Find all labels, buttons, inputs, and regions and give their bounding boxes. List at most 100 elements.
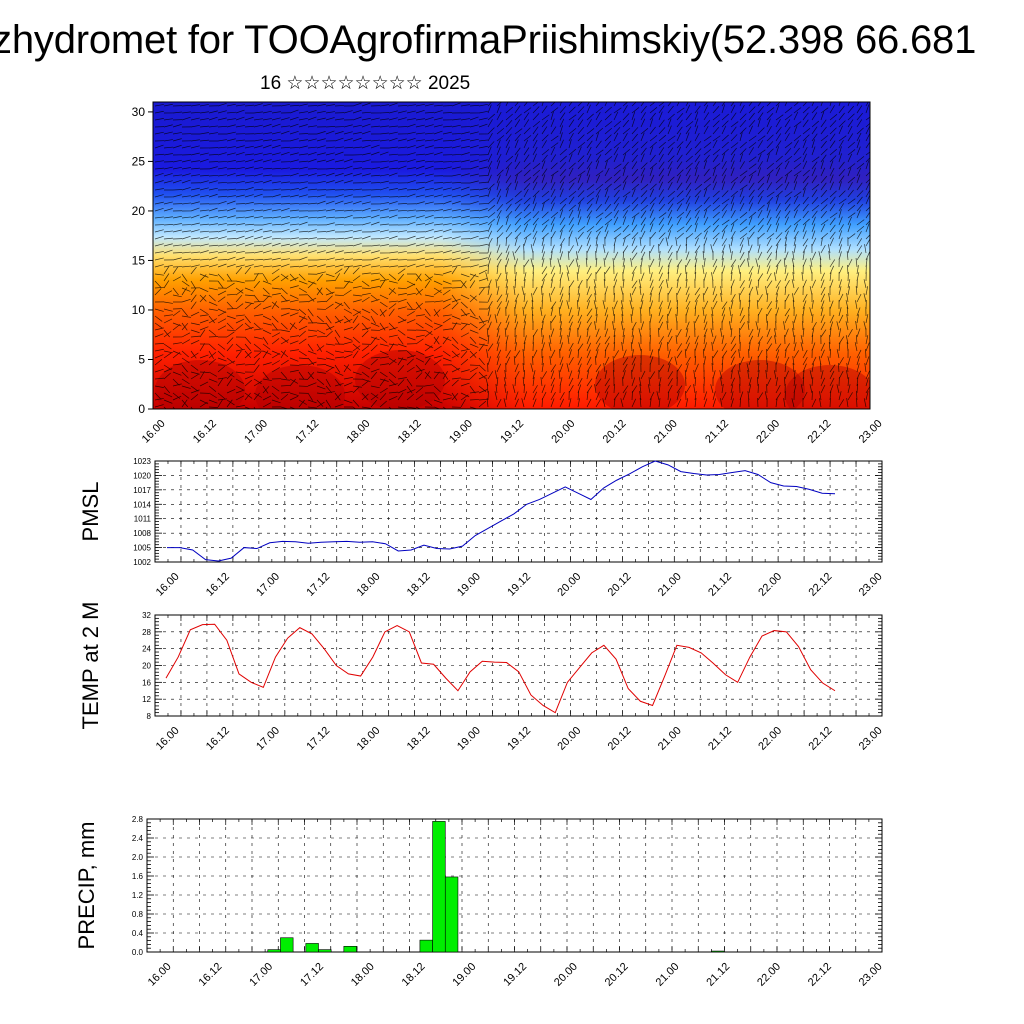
precip-x-tick-label: 16.00	[146, 961, 174, 989]
wind-barb	[289, 378, 296, 387]
pmsl-x-tick-label: 21.00	[656, 571, 684, 599]
wind-barb	[388, 209, 398, 212]
wind-barb	[748, 202, 753, 212]
wind-barb	[190, 280, 197, 289]
wind-barb	[640, 153, 645, 163]
wind-barb	[307, 343, 314, 352]
wind-barb	[478, 357, 485, 366]
wind-barb	[757, 176, 765, 184]
wind-barb	[460, 313, 470, 317]
wind-barb	[793, 223, 799, 233]
wind-barb	[720, 293, 723, 303]
wind-barb	[820, 314, 825, 324]
wind-barb	[784, 126, 791, 135]
wind-barb	[523, 119, 530, 128]
wind-barb	[784, 308, 791, 317]
wind-barb	[415, 334, 425, 338]
wind-barb	[298, 145, 308, 149]
wind-barb	[433, 251, 443, 254]
wind-barb	[406, 131, 416, 135]
wind-barb	[496, 111, 502, 121]
wind-barb	[352, 124, 362, 128]
wind-barb	[739, 132, 743, 142]
wind-barb	[262, 118, 272, 121]
wind-barb	[865, 314, 869, 324]
wind-barb	[757, 127, 765, 135]
wind-barb	[388, 258, 398, 261]
wind-barb	[235, 303, 244, 310]
wind-barb	[244, 336, 252, 345]
wind-barb	[595, 378, 602, 387]
wind-barb	[523, 162, 531, 170]
wind-barb	[514, 139, 519, 149]
wind-barb	[504, 265, 507, 275]
wind-barb	[586, 237, 591, 247]
wind-barb	[217, 296, 226, 303]
wind-barb	[388, 378, 396, 386]
wind-barb	[496, 203, 504, 212]
wind-barb	[208, 371, 217, 377]
wind-barb	[442, 397, 452, 401]
wind-barb	[370, 358, 378, 366]
wind-barb	[469, 295, 477, 303]
wind-barb	[532, 391, 537, 401]
wind-barb	[541, 237, 545, 247]
wind-barb	[181, 145, 191, 149]
wind-barb	[559, 125, 564, 135]
wind-barb	[226, 238, 237, 240]
wind-barb	[289, 167, 299, 170]
wind-barb	[172, 406, 176, 409]
wind-barb	[406, 145, 416, 149]
wind-barb	[514, 245, 521, 254]
wind-barb	[712, 335, 717, 345]
wind-barb	[586, 191, 595, 198]
wind-barb	[800, 384, 804, 394]
wind-barb	[775, 223, 779, 233]
wind-barb	[802, 153, 807, 163]
wind-barb	[712, 126, 720, 135]
wind-barb	[865, 171, 870, 177]
wind-barb	[577, 141, 586, 149]
wind-barb	[154, 286, 165, 289]
wind-barb	[172, 223, 182, 226]
wind-barb	[307, 399, 317, 404]
wind-barb	[694, 314, 700, 324]
wind-barb	[694, 342, 699, 352]
wind-barb	[856, 252, 863, 261]
wind-barb	[577, 314, 583, 324]
wind-barb	[199, 343, 206, 352]
wind-barb	[199, 209, 209, 212]
wind-barb	[451, 160, 461, 163]
wind-barb	[559, 112, 566, 121]
wind-barb	[199, 104, 209, 107]
wind-barb	[235, 363, 245, 366]
wind-barb	[469, 235, 479, 240]
wind-barb	[370, 399, 378, 408]
wind-barb	[730, 259, 737, 268]
wind-barb	[181, 243, 191, 247]
wind-barb	[550, 188, 556, 198]
wind-barb	[235, 151, 245, 156]
temp-series-line	[165, 623, 836, 714]
wind-barb	[487, 279, 492, 289]
wind-barb	[379, 265, 389, 268]
wind-barb	[316, 245, 327, 247]
wind-barb	[613, 328, 616, 338]
wind-barb	[226, 251, 236, 254]
wind-barb	[856, 314, 859, 324]
wind-barb	[865, 251, 870, 261]
wind-barb	[847, 392, 853, 401]
wind-barb	[298, 315, 308, 320]
wind-barb	[649, 286, 654, 296]
wind-barb	[712, 224, 719, 233]
wind-barb	[226, 337, 234, 345]
wind-barb	[685, 279, 688, 289]
wind-barb	[577, 112, 584, 121]
wind-barb	[262, 386, 270, 394]
wind-barb	[370, 278, 380, 282]
wind-barb	[316, 271, 326, 275]
wind-barb	[685, 168, 691, 177]
wind-barb	[208, 187, 218, 191]
wind-barb	[721, 120, 729, 128]
wind-barb	[613, 233, 622, 240]
